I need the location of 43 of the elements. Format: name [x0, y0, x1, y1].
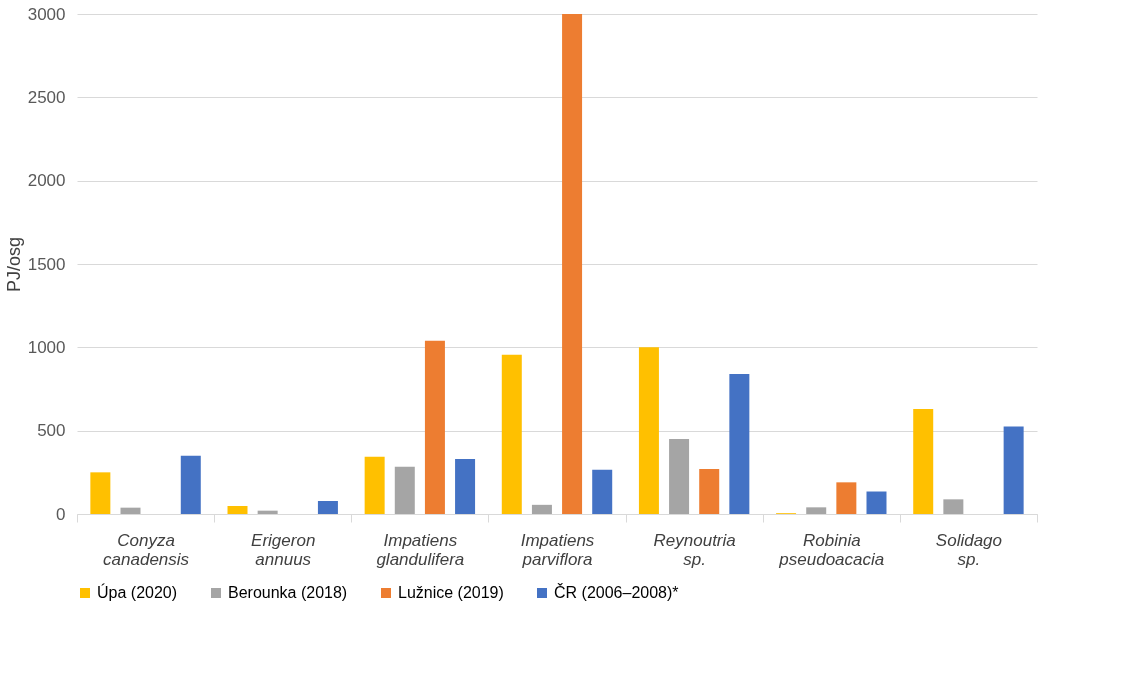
bar [501, 354, 522, 514]
bar [943, 499, 964, 514]
x-tick-label: Impatiens glandulifera [376, 530, 465, 569]
y-axis-title: PJ/osg [3, 236, 24, 293]
y-tick-label: 1500 [27, 254, 66, 274]
bar [806, 507, 827, 514]
bar [257, 510, 278, 514]
x-tick-label: Reynoutria sp. [653, 530, 736, 569]
y-tick-label: 0 [56, 504, 66, 524]
bar [836, 482, 857, 514]
bar [699, 469, 720, 514]
legend-label: ČR (2006–2008)* [554, 583, 679, 601]
bar [562, 14, 583, 514]
x-tick-label: Robinia pseudoacacia [778, 530, 885, 569]
bar [866, 491, 887, 514]
y-tick-label: 2500 [27, 87, 66, 107]
x-tick-label: Conyza canadensis [103, 530, 190, 569]
bar [90, 472, 111, 514]
bar [120, 507, 141, 514]
x-tick-label: Erigeron annuus [251, 530, 316, 569]
bar [394, 466, 415, 514]
x-tick-label: Impatiens parviflora [520, 530, 595, 569]
bar [455, 459, 476, 514]
y-tick-label: 2000 [27, 171, 66, 191]
bar [317, 501, 338, 514]
bar [227, 506, 248, 514]
y-tick-label: 1000 [27, 337, 66, 357]
y-tick-label: 500 [37, 421, 66, 441]
bar [1003, 426, 1024, 514]
bar [592, 469, 613, 514]
bar [669, 439, 690, 514]
x-tick-label: Solidago sp. [935, 530, 1003, 569]
legend-label: Úpa (2020) [97, 583, 178, 601]
bar [913, 409, 934, 514]
bar [638, 347, 659, 514]
bar [424, 340, 445, 514]
legend-label: Lužnice (2019) [398, 584, 504, 601]
bar [531, 504, 552, 514]
bar [729, 374, 750, 514]
y-tick-label: 3000 [27, 4, 66, 24]
legend-label: Berounka (2018) [228, 584, 348, 601]
bar [364, 456, 385, 514]
bar [180, 455, 201, 514]
